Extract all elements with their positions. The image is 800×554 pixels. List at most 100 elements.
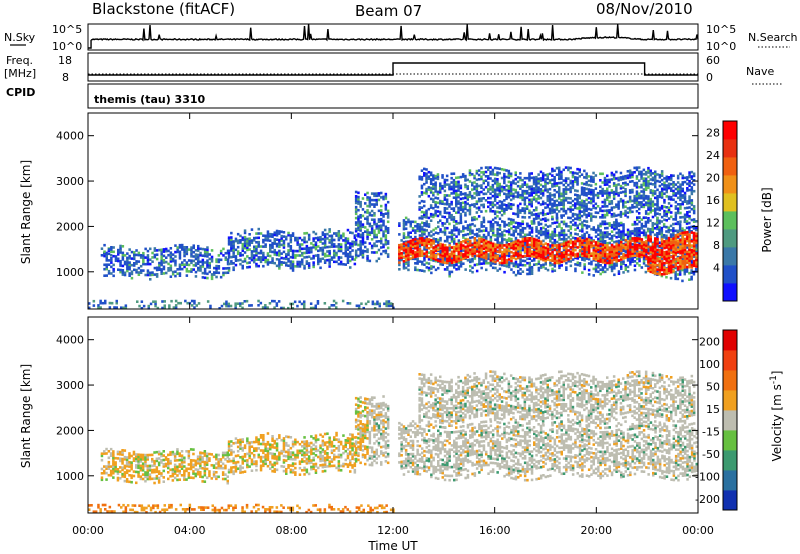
range-cell-427: [236, 259, 240, 262]
range-cell-2303: [615, 222, 618, 226]
range-cell-4111: [672, 222, 675, 226]
range-cell-2884: [503, 203, 506, 206]
range-cell-139: [146, 260, 150, 264]
range-cell-4357: [277, 300, 281, 303]
range-cell-2065: [574, 237, 577, 240]
range-cell-4904: [555, 252, 559, 256]
range-cell-518: [259, 260, 263, 264]
range-cell-827: [337, 247, 341, 250]
range-cell-1415: [453, 263, 456, 267]
range-cell-2099: [581, 245, 584, 248]
range-cell-4388: [348, 302, 352, 305]
range-cell-2593: [445, 202, 449, 206]
range-cell-4829: [533, 253, 536, 256]
range-cell-920: [357, 226, 360, 229]
range-cell-46: [114, 257, 118, 260]
range-cell-4452: [409, 248, 412, 251]
range-cell-3515: [617, 178, 620, 182]
range-cell-4931: [565, 254, 568, 258]
range-cell-4427: [400, 243, 403, 246]
nsearch-tick-top: 10^5: [706, 23, 736, 36]
range-cell-1139: [400, 258, 403, 262]
range-cell-1503: [471, 260, 474, 263]
range-cell-1991: [558, 225, 561, 228]
range-cell-3402: [594, 187, 598, 190]
range-cell-854: [344, 245, 347, 249]
range-cell-946: [359, 216, 362, 219]
range-cell-3909: [690, 188, 694, 191]
range-cell-2487: [425, 213, 428, 217]
range-cell-3428: [601, 181, 604, 184]
range-cell-4491: [421, 241, 424, 244]
range-cell-307: [199, 251, 202, 255]
range-cell-1278: [423, 230, 426, 234]
range-cell-2644: [455, 191, 458, 195]
range-cell-185: [162, 267, 166, 271]
range-cell-901: [354, 227, 358, 231]
range-cell-3742: [660, 215, 664, 219]
range-cell-919: [357, 228, 360, 232]
range-cell-2565: [439, 186, 442, 190]
range-cell-719: [307, 235, 311, 239]
range-cell-4115: [674, 270, 677, 274]
range-cell-401: [230, 249, 233, 252]
range-cell-1762: [519, 268, 522, 271]
range-cell-3923: [692, 179, 696, 182]
range-cell-1585: [485, 229, 488, 232]
range-cell-2908: [507, 202, 511, 205]
range-cell-4081: [667, 230, 670, 234]
range-cell-2021: [565, 266, 568, 269]
power-cells: [88, 166, 698, 310]
range-cell-2873: [500, 205, 504, 208]
range-cell-2542: [434, 187, 437, 191]
range-cell-825: [337, 256, 341, 259]
range-cell-2548: [436, 214, 440, 218]
range-cell-187: [162, 261, 166, 264]
range-cell-1236: [416, 229, 419, 233]
range-cell-1645: [496, 230, 499, 233]
range-cell-853: [344, 248, 347, 251]
range-cell-672: [296, 243, 299, 246]
range-cell-2778: [482, 197, 485, 200]
range-cell-4922: [562, 259, 566, 263]
range-cell-4676: [482, 243, 486, 246]
range-cell-3793: [670, 215, 673, 219]
range-cell-2002: [560, 231, 563, 235]
range-cell-3941: [644, 216, 648, 219]
range-cell-2119: [583, 241, 586, 245]
range-cell-3260: [569, 171, 572, 174]
range-cell-3461: [608, 211, 611, 214]
range-cell-1281: [423, 222, 426, 225]
range-cell-1324: [434, 268, 438, 272]
range-cell-104: [133, 255, 136, 259]
range-cell-4484: [418, 241, 422, 245]
range-cell-2994: [523, 198, 527, 202]
range-cell-4381: [330, 304, 333, 307]
range-cell-2381: [629, 234, 632, 238]
range-cell-3955: [646, 218, 650, 222]
range-cell-4566: [446, 246, 449, 249]
range-cell-366: [219, 275, 223, 279]
range-cell-3906: [690, 199, 694, 202]
range-cell-639: [289, 264, 293, 268]
range-cell-835: [339, 262, 343, 266]
range-cell-3810: [672, 183, 675, 186]
range-cell-1978: [558, 264, 561, 267]
range-cell-1864: [535, 228, 538, 231]
range-cell-2136: [587, 268, 591, 272]
range-cell-379: [224, 251, 227, 255]
range-cell-2107: [581, 221, 584, 224]
range-cell-4883: [546, 243, 550, 246]
range-cell-3708: [654, 203, 657, 206]
range-cell-681: [298, 247, 302, 251]
range-cell-407: [230, 236, 233, 239]
range-cell-2580: [443, 202, 447, 206]
range-cell-1890: [539, 222, 543, 226]
range-cell-65: [121, 269, 125, 272]
range-cell-3229: [564, 209, 568, 213]
range-cell-3842: [679, 205, 682, 208]
range-cell-2758: [477, 193, 481, 196]
range-cell-3331: [583, 206, 586, 210]
range-cell-3643: [642, 179, 646, 182]
range-cell-4153: [678, 242, 682, 246]
